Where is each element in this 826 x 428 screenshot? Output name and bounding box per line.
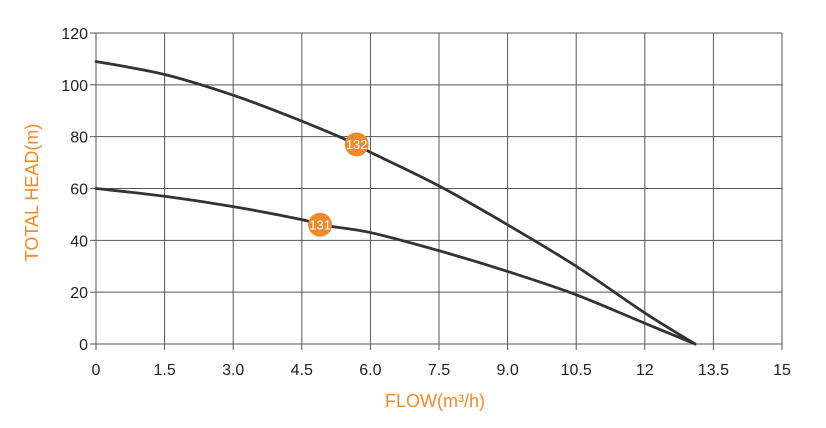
badge-131 <box>308 212 333 237</box>
badge-label-132: 132 <box>346 137 368 152</box>
x-tick-label: 9.0 <box>496 362 518 379</box>
y-tick-labels: 0 20 40 60 80 100 120 <box>61 26 88 354</box>
badge-group: 132 131 <box>308 132 369 237</box>
y-tick-label: 20 <box>70 285 88 302</box>
y-tick-label: 100 <box>61 78 88 95</box>
x-tick-label: 3.0 <box>222 362 244 379</box>
y-tick-label: 0 <box>79 337 88 354</box>
x-tick-label: 6.0 <box>359 362 381 379</box>
series-line-131 <box>94 187 697 346</box>
x-tick-label: 10.5 <box>561 362 592 379</box>
y-tick-label: 60 <box>70 182 88 199</box>
x-tick-label: 1.5 <box>153 362 175 379</box>
x-tick-label: 13.5 <box>698 362 729 379</box>
x-tick-label: 4.5 <box>291 362 313 379</box>
series-group <box>94 60 697 346</box>
y-tick-label: 40 <box>70 233 88 250</box>
grid <box>90 32 783 350</box>
y-tick-label: 80 <box>70 130 88 147</box>
x-tick-label: 12 <box>636 362 654 379</box>
badge-label-131: 131 <box>309 217 331 232</box>
y-tick-label: 120 <box>61 26 88 43</box>
x-axis-title: FLOW(m³/h) <box>385 391 485 411</box>
x-tick-label: 15 <box>773 362 791 379</box>
y-axis-title: TOTAL HEAD(m) <box>22 124 42 262</box>
badge-132 <box>344 132 369 157</box>
x-tick-label: 7.5 <box>428 362 450 379</box>
x-tick-label: 0 <box>92 362 101 379</box>
series-line-132 <box>94 60 697 346</box>
x-tick-labels: 0 1.5 3.0 4.5 6.0 7.5 9.0 10.5 12 13.5 15 <box>92 362 791 379</box>
